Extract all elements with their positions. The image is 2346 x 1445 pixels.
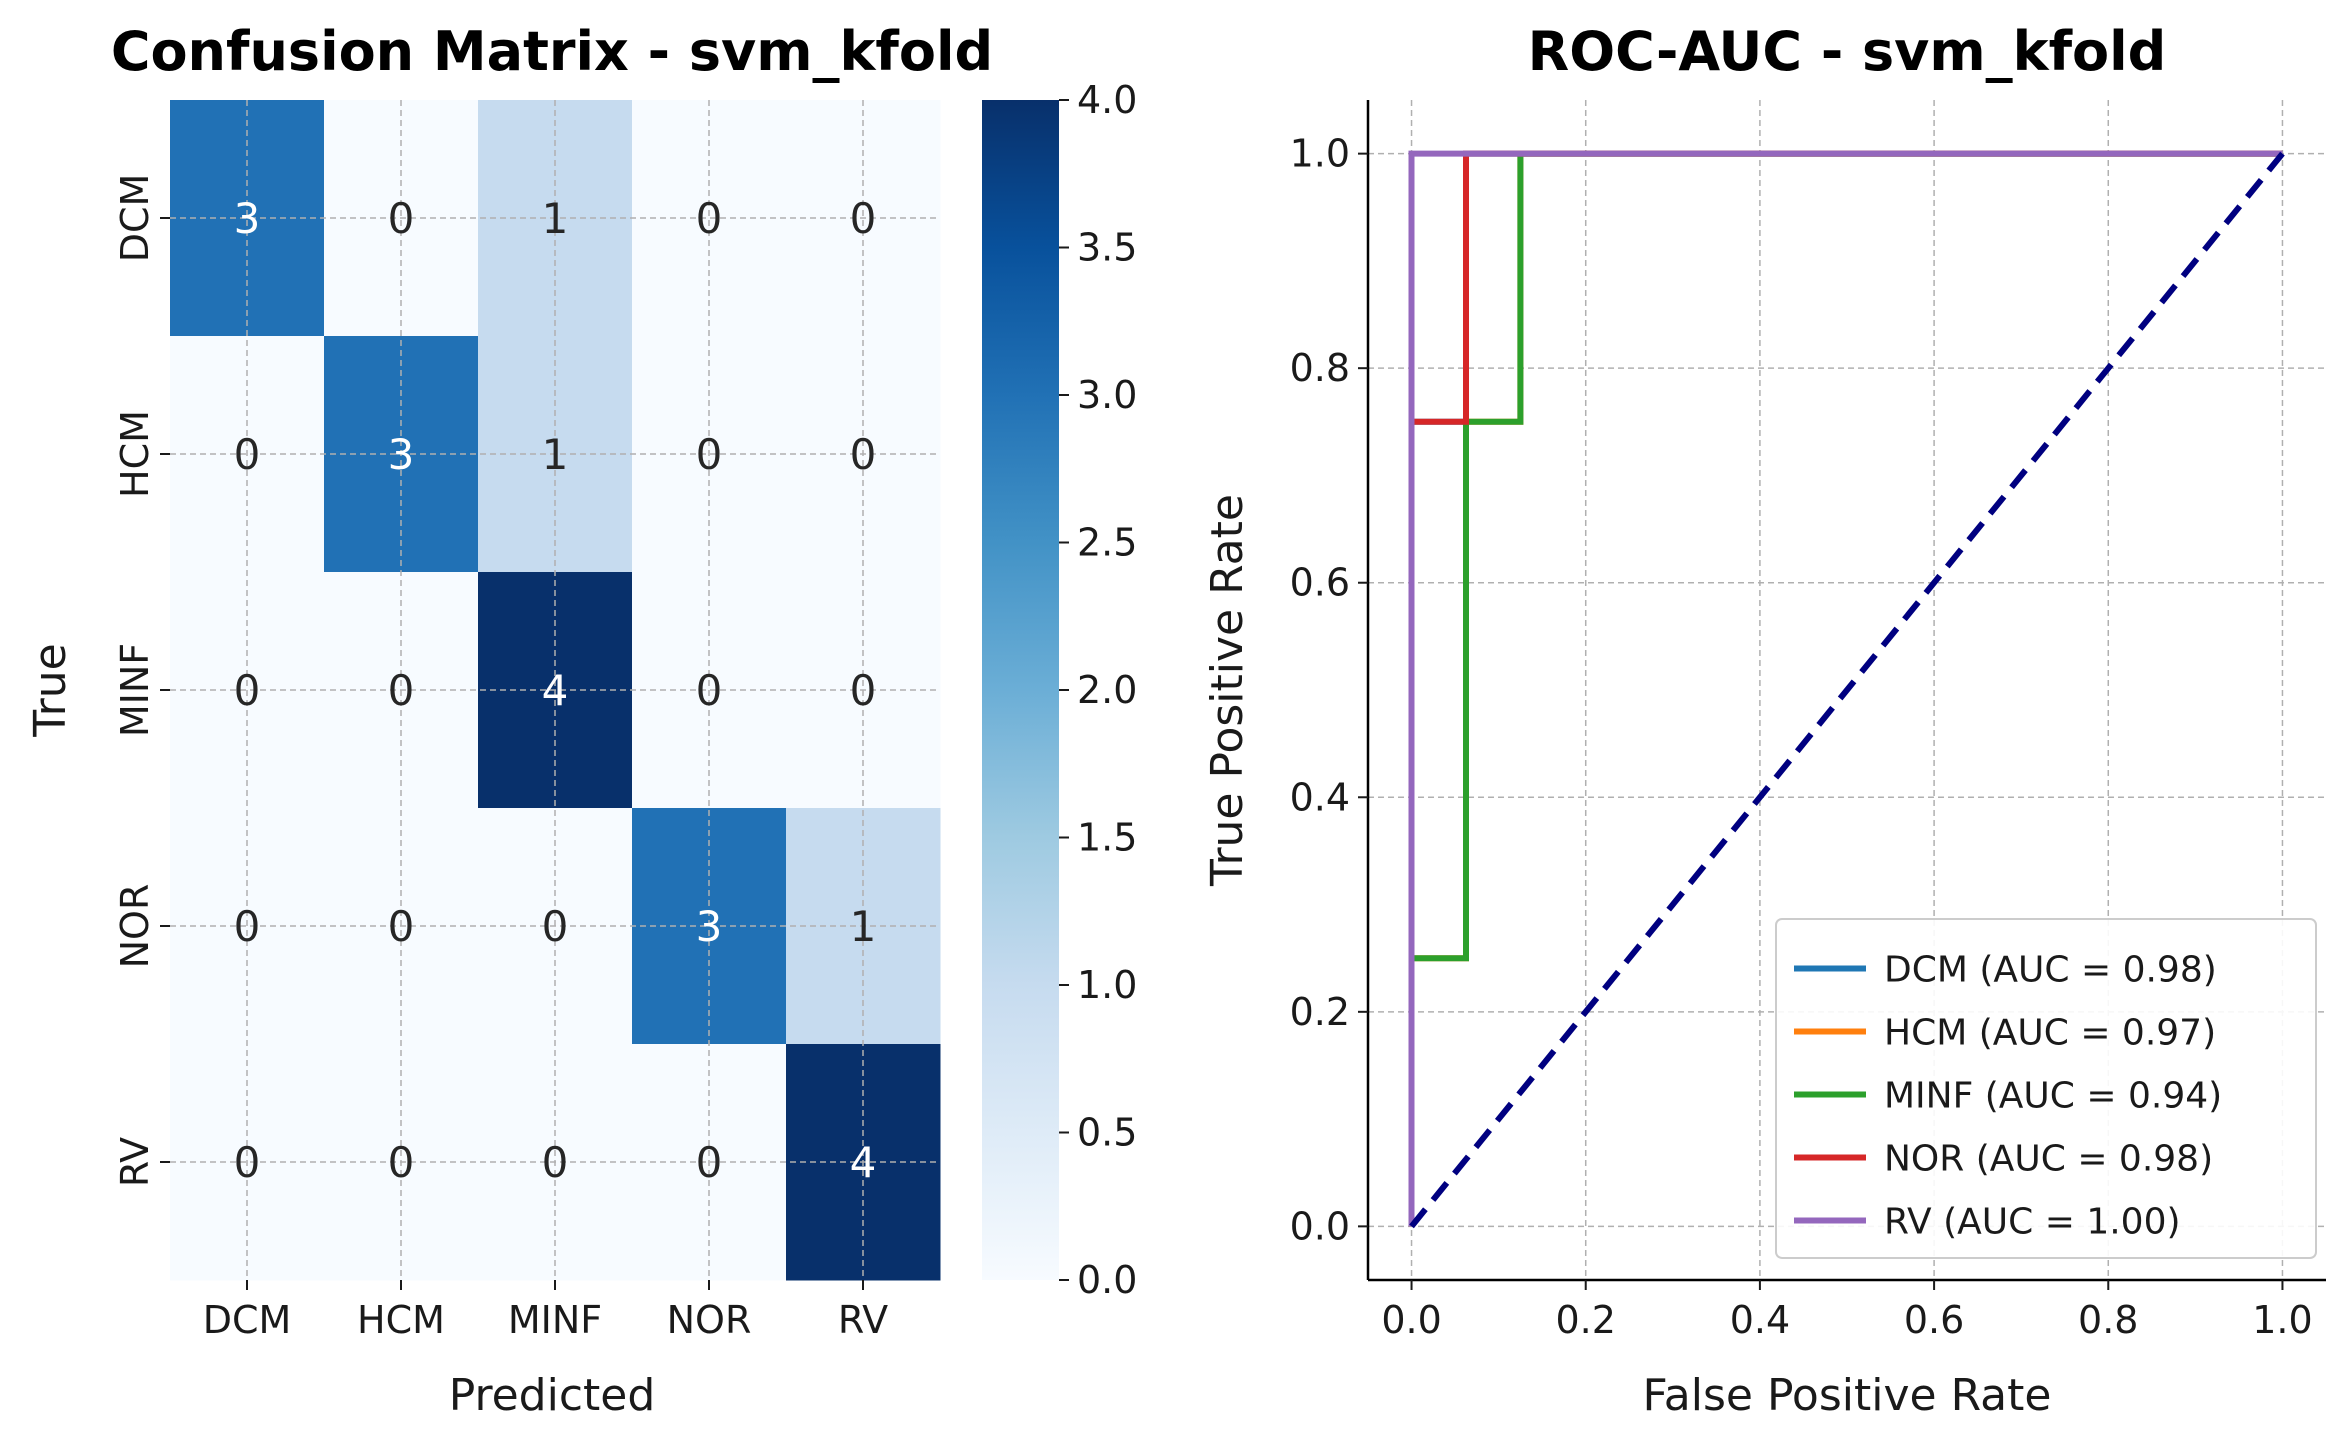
roc-x-tick-label: 0.6: [1904, 1298, 1964, 1342]
cm-x-tick-label: DCM: [203, 1298, 292, 1342]
roc-axes: [1366, 100, 2326, 1282]
cm-cell-value: 4: [850, 1138, 877, 1187]
cm-cell-value: 0: [696, 666, 723, 715]
cm-cell-value: 0: [542, 902, 569, 951]
roc-series-line: [1408, 150, 2283, 1227]
cm-cell-value: 0: [696, 194, 723, 243]
roc-legend-label: RV (AUC = 1.00): [1884, 1202, 2181, 1243]
cm-y-tick-label: NOR: [113, 884, 157, 969]
cm-cell-value: 0: [234, 902, 261, 951]
cm-cell-value: 0: [234, 430, 261, 479]
roc-x-tick-label: 0.2: [1556, 1298, 1616, 1342]
cm-cell-value: 0: [696, 1138, 723, 1187]
confusion-matrix-panel: Confusion Matrix - svm_kfold 3 0 1 0 0 0 3 1 0 0 0…: [25, 20, 1137, 1421]
confusion-matrix-y-ticks: DCM HCM MINF NOR RV: [113, 174, 170, 1187]
roc-y-label: True Positive Rate: [1202, 494, 1253, 887]
roc-x-ticks: 0.0 0.2 0.4 0.6 0.8 1.0: [1381, 1280, 2313, 1342]
confusion-matrix-y-label: True: [25, 643, 76, 737]
roc-x-tick-label: 0.8: [2078, 1298, 2138, 1342]
cm-y-tick-label: RV: [113, 1137, 157, 1187]
cm-cell-value: 1: [542, 430, 569, 479]
roc-legend-label: HCM (AUC = 0.97): [1884, 1013, 2216, 1054]
cm-cell-value: 3: [696, 902, 723, 951]
roc-y-tick-label: 0.8: [1290, 346, 1350, 390]
roc-y-ticks: 0.0 0.2 0.4 0.6 0.8 1.0: [1290, 132, 1368, 1248]
roc-diagonal-line: [1409, 151, 2285, 1229]
roc-legend-label: DCM (AUC = 0.98): [1884, 950, 2217, 991]
cm-cell-value: 1: [542, 194, 569, 243]
cm-x-tick-label: MINF: [508, 1298, 602, 1342]
roc-panel: ROC-AUC - svm_kfold 0.0 0.2 0.4 0.6 0.8 1.0 0…: [1202, 20, 2326, 1421]
cm-cell-value: 3: [388, 430, 415, 479]
cm-cell-value: 0: [696, 430, 723, 479]
cm-cell-value: 0: [542, 1138, 569, 1187]
confusion-matrix-annotations: 3 0 1 0 0 0 3 1 0 0 0 0 4 0 0 0 0 0 3 1 0 0 0 0 4: [234, 194, 877, 1187]
cm-cell-value: 3: [234, 194, 261, 243]
cm-cell-value: 0: [388, 666, 415, 715]
colorbar-tick-label: 2.0: [1077, 668, 1137, 712]
roc-y-tick-label: 0.4: [1290, 775, 1350, 819]
cm-cell-value: 0: [850, 430, 877, 479]
roc-y-tick-label: 0.0: [1290, 1204, 1350, 1248]
cm-y-tick-label: MINF: [113, 643, 157, 737]
cm-cell-value: 0: [388, 902, 415, 951]
cm-cell-value: 4: [542, 666, 569, 715]
cm-x-tick-label: RV: [838, 1298, 888, 1342]
confusion-matrix-title: Confusion Matrix - svm_kfold: [111, 20, 993, 83]
cm-cell-value: 0: [234, 666, 261, 715]
colorbar-tick-label: 0.5: [1077, 1111, 1137, 1155]
cm-cell-value: 0: [850, 194, 877, 243]
roc-x-tick-label: 0.4: [1730, 1298, 1790, 1342]
colorbar-tick-label: 1.5: [1077, 816, 1137, 860]
cm-y-tick-label: HCM: [113, 410, 157, 498]
cm-cell-value: 0: [388, 1138, 415, 1187]
roc-y-tick-label: 1.0: [1290, 132, 1350, 176]
colorbar-tick-label: 0.0: [1077, 1258, 1137, 1302]
cm-cell-value: 1: [850, 902, 877, 951]
colorbar-ticks: 0.0 0.5 1.0 1.5 2.0 2.5 3.0 3.5 4.0: [1059, 78, 1137, 1302]
colorbar-tick-label: 1.0: [1077, 963, 1137, 1007]
roc-legend-frame: [1775, 918, 2317, 1259]
roc-legend: DCM (AUC = 0.98) HCM (AUC = 0.97) MINF (AU…: [1775, 918, 2317, 1259]
colorbar-tick-label: 4.0: [1077, 78, 1137, 122]
roc-x-label: False Positive Rate: [1643, 1370, 2052, 1421]
colorbar-tick-label: 3.5: [1077, 226, 1137, 270]
roc-y-tick-label: 0.6: [1290, 561, 1350, 605]
colorbar-tick-label: 2.5: [1077, 521, 1137, 565]
cm-cell-value: 0: [388, 194, 415, 243]
roc-legend-label: NOR (AUC = 0.98): [1884, 1139, 2213, 1180]
colorbar-tick-label: 3.0: [1077, 373, 1137, 417]
cm-x-tick-label: NOR: [667, 1298, 752, 1342]
roc-lines: [1408, 150, 2285, 1229]
cm-cell-value: 0: [850, 666, 877, 715]
roc-title: ROC-AUC - svm_kfold: [1528, 20, 2167, 83]
roc-legend-label: MINF (AUC = 0.94): [1884, 1076, 2222, 1117]
roc-x-tick-label: 1.0: [2252, 1298, 2312, 1342]
cm-x-tick-label: HCM: [357, 1298, 445, 1342]
colorbar: [982, 100, 1059, 1280]
roc-x-tick-label: 0.0: [1381, 1298, 1441, 1342]
cm-y-tick-label: DCM: [113, 174, 157, 263]
confusion-matrix-x-ticks: DCM HCM MINF NOR RV: [203, 1280, 888, 1342]
roc-y-tick-label: 0.2: [1290, 990, 1350, 1034]
confusion-matrix-x-label: Predicted: [449, 1370, 656, 1421]
cm-cell-value: 0: [234, 1138, 261, 1187]
confusion-matrix-grid: [170, 100, 940, 1280]
